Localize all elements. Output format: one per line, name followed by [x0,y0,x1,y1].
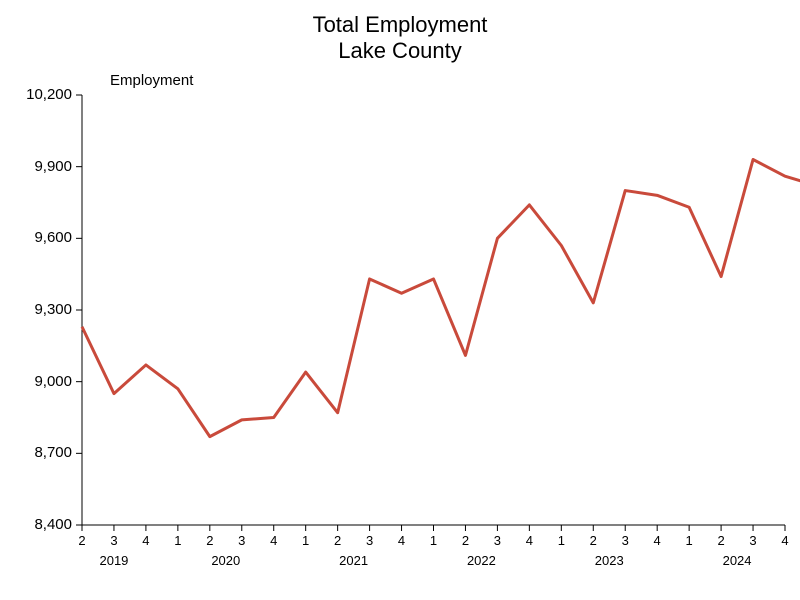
x-quarter-label: 4 [264,533,284,548]
x-quarter-label: 2 [711,533,731,548]
x-quarter-label: 4 [519,533,539,548]
y-tick-label: 9,900 [10,158,72,175]
x-quarter-label: 1 [679,533,699,548]
x-quarter-label: 2 [583,533,603,548]
x-quarter-label: 4 [136,533,156,548]
x-quarter-label: 3 [487,533,507,548]
x-quarter-label: 3 [743,533,763,548]
x-year-label: 2023 [579,553,639,568]
x-quarter-label: 2 [455,533,475,548]
x-quarter-label: 2 [328,533,348,548]
x-quarter-label: 1 [168,533,188,548]
x-quarter-label: 4 [392,533,412,548]
y-tick-label: 9,300 [10,301,72,318]
chart-svg [0,0,800,600]
x-quarter-label: 3 [360,533,380,548]
x-year-label: 2021 [324,553,384,568]
x-quarter-label: 3 [615,533,635,548]
x-quarter-label: 1 [424,533,444,548]
x-quarter-label: 3 [104,533,124,548]
data-line [82,160,800,437]
y-tick-label: 8,400 [10,516,72,533]
x-quarter-label: 4 [775,533,795,548]
x-quarter-label: 2 [200,533,220,548]
x-quarter-label: 2 [72,533,92,548]
x-year-label: 2024 [707,553,767,568]
y-tick-label: 8,700 [10,444,72,461]
y-tick-label: 9,000 [10,373,72,390]
chart-container: Total Employment Lake County Employment … [0,0,800,600]
x-quarter-label: 1 [296,533,316,548]
x-year-label: 2019 [84,553,144,568]
x-year-label: 2022 [451,553,511,568]
x-year-label: 2020 [196,553,256,568]
x-quarter-label: 3 [232,533,252,548]
x-quarter-label: 4 [647,533,667,548]
y-tick-label: 10,200 [10,86,72,103]
y-tick-label: 9,600 [10,229,72,246]
x-quarter-label: 1 [551,533,571,548]
